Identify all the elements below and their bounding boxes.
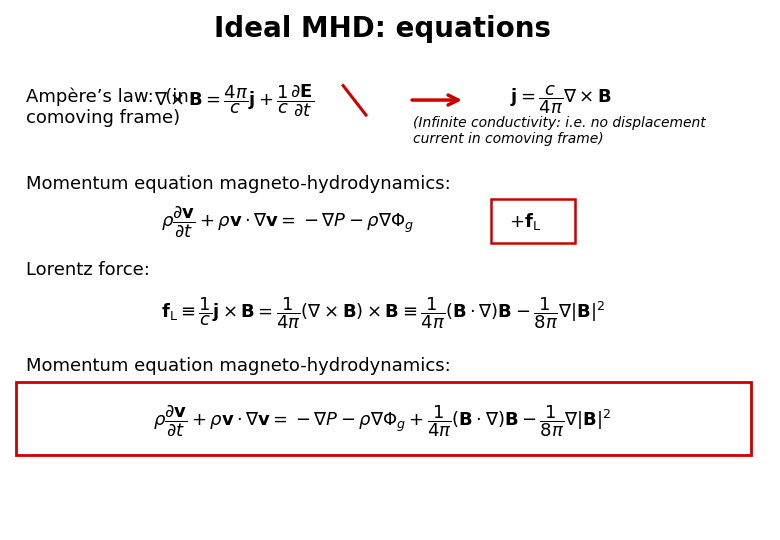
Text: Lorentz force:: Lorentz force: — [26, 261, 150, 279]
Text: $\nabla \times \mathbf{B} = \dfrac{4\pi}{c}\mathbf{j} + \dfrac{1}{c}\dfrac{\part: $\nabla \times \mathbf{B} = \dfrac{4\pi}… — [154, 82, 314, 118]
Text: Momentum equation magneto-hydrodynamics:: Momentum equation magneto-hydrodynamics: — [26, 176, 450, 193]
Text: $\rho\dfrac{\partial \mathbf{v}}{\partial t} + \rho\mathbf{v}\cdot\nabla\mathbf{: $\rho\dfrac{\partial \mathbf{v}}{\partia… — [161, 205, 414, 239]
Text: Ideal MHD: equations: Ideal MHD: equations — [215, 16, 551, 44]
Text: $\rho\dfrac{\partial \mathbf{v}}{\partial t} + \rho\mathbf{v}\cdot\nabla\mathbf{: $\rho\dfrac{\partial \mathbf{v}}{\partia… — [154, 403, 612, 438]
Text: Ampère’s law:  (in
comoving frame): Ampère’s law: (in comoving frame) — [26, 87, 188, 127]
Text: $\mathbf{f}_\mathrm{L} \equiv \dfrac{1}{c}\mathbf{j}\times\mathbf{B} = \dfrac{1}: $\mathbf{f}_\mathrm{L} \equiv \dfrac{1}{… — [161, 295, 604, 330]
Text: Momentum equation magneto-hydrodynamics:: Momentum equation magneto-hydrodynamics: — [26, 357, 450, 375]
Text: $\mathbf{j} = \dfrac{c}{4\pi}\nabla \times \mathbf{B}$: $\mathbf{j} = \dfrac{c}{4\pi}\nabla \tim… — [510, 84, 612, 116]
Text: (Infinite conductivity: i.e. no displacement
current in comoving frame): (Infinite conductivity: i.e. no displace… — [413, 116, 706, 146]
Text: $+ \mathbf{f}_\mathrm{L}$: $+ \mathbf{f}_\mathrm{L}$ — [509, 211, 541, 232]
